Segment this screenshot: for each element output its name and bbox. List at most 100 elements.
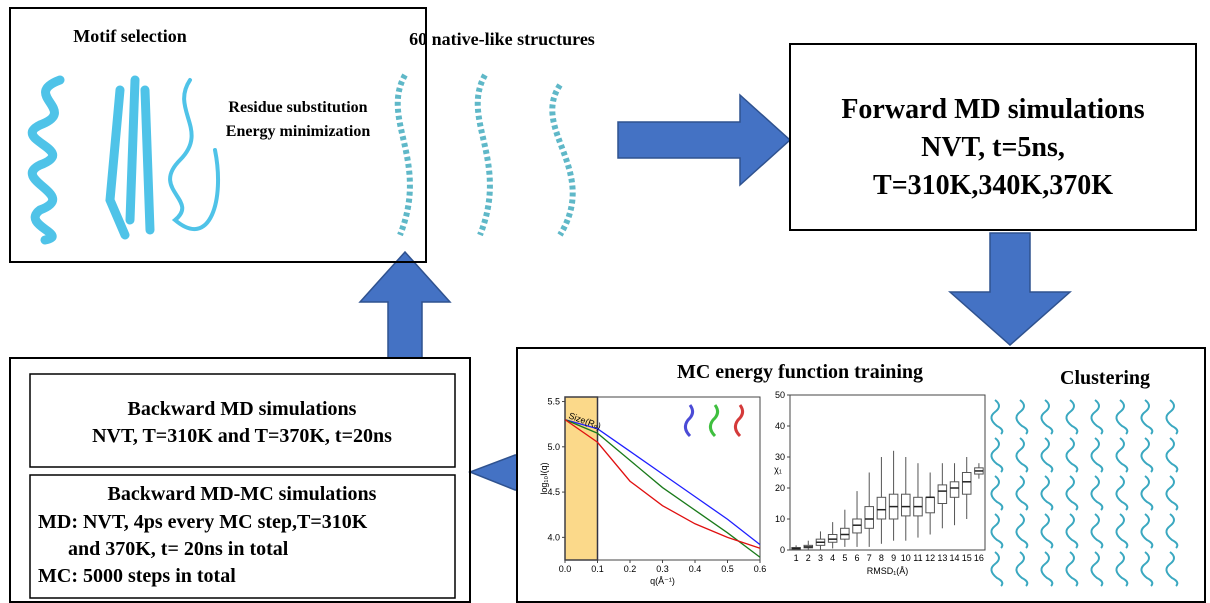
clustering-title: Clustering — [1060, 367, 1150, 389]
x-tick-label: 1 — [794, 553, 799, 563]
box — [937, 484, 948, 504]
step: Energy minimization — [226, 123, 371, 140]
cluster-structure — [1015, 513, 1029, 549]
x-tick-label: 15 — [962, 553, 972, 563]
y-tick-label: 20 — [775, 483, 785, 493]
legend-structure — [733, 404, 745, 438]
cluster-structure — [1165, 399, 1179, 435]
arrow-left — [467, 454, 518, 491]
x-tick-label: 16 — [974, 553, 984, 563]
y-tick-label: 5.0 — [547, 442, 560, 452]
x-tick-label: 8 — [879, 553, 884, 563]
helix — [27, 75, 65, 245]
cluster-structure — [1165, 513, 1179, 549]
mdmc-line: MC: 5000 steps in total — [38, 565, 236, 587]
cluster-structure — [1165, 551, 1179, 587]
cluster-structure — [1065, 513, 1079, 549]
cluster-structure — [990, 399, 1004, 435]
x-tick-label: 5 — [842, 553, 847, 563]
cluster-structure — [1015, 399, 1029, 435]
saxs-curve — [564, 419, 761, 558]
x-tick-label: 7 — [867, 553, 872, 563]
cluster-structure — [990, 551, 1004, 587]
cluster-structure — [1065, 551, 1079, 587]
x-tick-label: 0.4 — [689, 564, 702, 574]
cluster-structure — [1115, 513, 1129, 549]
arrow-right — [617, 93, 792, 187]
cluster-grid — [990, 399, 1179, 587]
structures-title: 60 native-like structures — [409, 29, 595, 49]
y-tick-label: 40 — [775, 421, 785, 431]
mdmc-line: and 370K, t= 20ns in total — [68, 538, 289, 560]
cluster-structure — [1040, 399, 1054, 435]
x-tick-label: 13 — [937, 553, 947, 563]
protein-cartoons — [27, 75, 220, 245]
box — [901, 493, 911, 517]
x-tick-label: 0.1 — [591, 564, 604, 574]
y-tick-label: 4.5 — [547, 487, 560, 497]
training-title: MC energy function training — [677, 361, 923, 383]
y-tick-label: 30 — [775, 452, 785, 462]
box — [949, 481, 960, 498]
x-tick-label: 0.2 — [624, 564, 637, 574]
x-tick-label: 12 — [925, 553, 935, 563]
cluster-structure — [1115, 551, 1129, 587]
cluster-structure — [1140, 399, 1154, 435]
cluster-structure — [1090, 475, 1104, 511]
x-tick-label: 10 — [901, 553, 911, 563]
x-tick-label: 11 — [913, 553, 922, 563]
mdmc-line: MD: NVT, 4ps every MC step,T=310K — [38, 511, 368, 533]
md-detail: NVT, T=310K and T=370K, t=20ns — [92, 425, 392, 447]
plot-frame — [789, 394, 986, 551]
cluster-structure — [1040, 475, 1054, 511]
legend-structure — [683, 404, 695, 438]
y-axis-label: χ₁ — [774, 465, 782, 475]
sheet — [105, 75, 155, 240]
cluster-structure — [1115, 437, 1129, 473]
cluster-structure — [1090, 399, 1104, 435]
x-tick-label: 3 — [818, 553, 823, 563]
forward-line: NVT, t=5ns, — [921, 132, 1065, 163]
box — [961, 472, 972, 495]
step: Residue substitution — [228, 99, 367, 116]
cluster-structure — [990, 437, 1004, 473]
cluster-structure — [1140, 513, 1154, 549]
cluster-structure — [1140, 551, 1154, 587]
x-axis-label: RMSD₁(Å) — [867, 566, 909, 576]
cluster-structure — [1140, 437, 1154, 473]
box — [876, 496, 887, 520]
arrow-down — [948, 232, 1072, 347]
cluster-structure — [1065, 475, 1079, 511]
cluster-structure — [1015, 551, 1029, 587]
backward-box — [9, 357, 471, 603]
cluster-structure — [1090, 437, 1104, 473]
x-tick-label: 0.3 — [656, 564, 669, 574]
atom-models — [394, 73, 576, 237]
cluster-structure — [1090, 513, 1104, 549]
cluster-structure — [1140, 475, 1154, 511]
x-tick-label: 14 — [950, 553, 960, 563]
x-tick-label: 0.6 — [754, 564, 767, 574]
x-tick-label: 2 — [806, 553, 811, 563]
x-tick-label: 0.0 — [559, 564, 572, 574]
cluster-structure — [1065, 437, 1079, 473]
cluster-structure — [1040, 437, 1054, 473]
training-box — [516, 347, 1206, 603]
cluster-structure — [1015, 437, 1029, 473]
cluster-structure — [1115, 475, 1129, 511]
box — [827, 534, 838, 543]
forward-line: T=310K,340K,370K — [873, 170, 1113, 201]
y-tick-label: 4.0 — [547, 532, 560, 542]
box — [852, 518, 862, 534]
x-tick-label: 6 — [855, 553, 860, 563]
forward-line: Forward MD simulations — [841, 94, 1144, 125]
motif-title: Motif selection — [73, 26, 186, 46]
forward-box — [789, 43, 1197, 231]
cluster-structure — [1165, 437, 1179, 473]
y-tick-label: 10 — [775, 514, 785, 524]
cluster-structure — [1090, 551, 1104, 587]
cluster-structure — [1040, 551, 1054, 587]
cluster-structure — [1065, 399, 1079, 435]
box — [925, 496, 935, 514]
